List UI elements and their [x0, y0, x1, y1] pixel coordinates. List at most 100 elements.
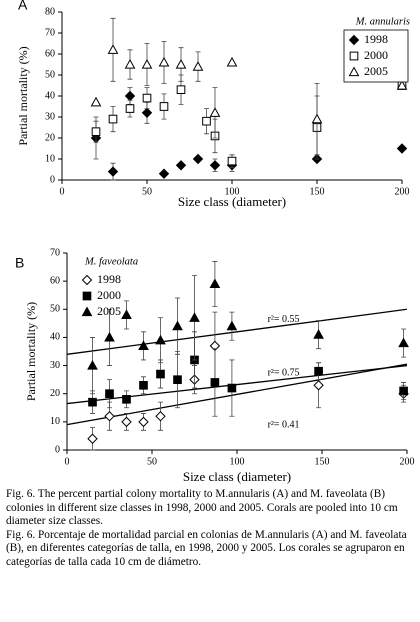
legend-marker — [82, 291, 92, 301]
y-tick-label: 50 — [45, 69, 55, 80]
legend-label: 2000 — [97, 288, 121, 302]
marker — [396, 79, 408, 90]
marker — [121, 416, 132, 428]
y-tick-label: 80 — [45, 6, 55, 17]
legend-label: 2005 — [97, 304, 121, 318]
legend-marker — [81, 306, 93, 317]
marker — [313, 329, 324, 339]
x-tick-label: 100 — [225, 186, 240, 197]
marker — [210, 378, 220, 387]
marker — [121, 309, 132, 320]
marker — [192, 153, 204, 165]
marker — [172, 320, 183, 331]
y-tick-label: 30 — [45, 111, 55, 122]
marker — [88, 397, 97, 407]
marker — [141, 107, 153, 119]
marker — [156, 369, 165, 379]
x-tick-label: 50 — [147, 456, 157, 467]
y-tick-label: 70 — [50, 247, 60, 258]
marker — [209, 160, 221, 171]
marker — [124, 90, 136, 102]
marker — [399, 386, 408, 396]
y-tick-label: 60 — [45, 48, 55, 59]
x-tick-label: 200 — [400, 456, 415, 467]
legend-label: 2000 — [364, 48, 388, 62]
trend-label: r²= 0.55 — [268, 314, 300, 325]
marker — [173, 375, 182, 384]
marker — [158, 56, 170, 67]
caption-es: Fig. 6. Porcentaje de mortalidad parcial… — [6, 528, 407, 568]
trend-label: r²= 0.41 — [268, 419, 300, 430]
marker — [192, 61, 204, 71]
marker — [138, 340, 149, 350]
marker — [209, 107, 221, 117]
x-axis-label: Size class (diameter) — [183, 469, 291, 484]
marker — [202, 116, 211, 126]
marker — [90, 96, 102, 107]
trend-label: r²= 0.75 — [268, 367, 300, 378]
x-tick-label: 0 — [60, 186, 65, 197]
y-tick-label: 30 — [50, 360, 60, 371]
marker — [142, 93, 152, 103]
marker — [122, 395, 131, 404]
legend-title: M. annularis — [355, 16, 410, 27]
marker — [175, 58, 187, 69]
y-axis-label: Partial mortality (%) — [24, 302, 38, 401]
trend-line — [66, 363, 408, 426]
marker — [227, 383, 237, 393]
marker — [104, 411, 115, 422]
legend-marker — [349, 51, 359, 61]
legend-label: 2005 — [364, 64, 388, 78]
y-axis-label: Partial mortality (%) — [16, 46, 30, 145]
y-tick-label: 20 — [45, 132, 55, 143]
y-tick-label: 0 — [55, 444, 60, 455]
y-tick-label: 60 — [50, 275, 60, 286]
marker — [176, 85, 186, 95]
legend-marker — [348, 34, 360, 46]
marker — [104, 331, 115, 342]
marker — [313, 380, 324, 391]
marker — [107, 44, 119, 54]
marker — [314, 366, 323, 376]
marker — [91, 127, 101, 137]
y-tick-label: 40 — [50, 332, 60, 343]
marker — [159, 102, 169, 111]
y-tick-label: 0 — [50, 174, 55, 185]
marker — [108, 114, 118, 124]
marker — [155, 334, 166, 345]
marker — [227, 156, 237, 166]
marker — [105, 389, 114, 399]
legend-marker — [81, 274, 93, 286]
legend-label: 1998 — [97, 272, 121, 286]
x-tick-label: 100 — [230, 456, 245, 467]
x-tick-label: 0 — [65, 456, 70, 467]
marker — [311, 113, 323, 124]
marker — [209, 278, 221, 289]
x-tick-label: 200 — [395, 186, 410, 197]
caption-en: Fig. 6. The percent partial colony morta… — [6, 488, 398, 527]
marker — [189, 312, 200, 322]
y-tick-label: 40 — [45, 90, 55, 101]
y-tick-label: 20 — [50, 388, 60, 399]
y-tick-label: 50 — [50, 304, 60, 315]
marker — [175, 160, 187, 171]
y-tick-label: 10 — [45, 153, 55, 164]
y-tick-label: 70 — [45, 27, 55, 38]
y-tick-label: 10 — [50, 416, 60, 427]
trend-line — [66, 364, 408, 405]
marker — [87, 360, 98, 370]
x-tick-label: 50 — [142, 186, 152, 197]
marker — [396, 143, 408, 154]
marker — [87, 433, 98, 444]
marker — [139, 380, 148, 390]
caption: Fig. 6. The percent partial colony morta… — [6, 488, 414, 569]
marker — [124, 58, 136, 69]
marker — [125, 104, 135, 113]
x-tick-label: 150 — [315, 456, 330, 467]
legend-marker — [348, 66, 360, 77]
trend-line — [66, 308, 408, 355]
marker — [158, 168, 170, 179]
x-axis-label: Size class (diameter) — [178, 194, 286, 209]
x-tick-label: 150 — [310, 186, 325, 197]
